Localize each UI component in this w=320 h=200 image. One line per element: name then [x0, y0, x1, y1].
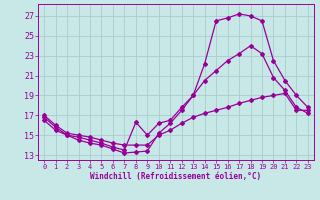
- X-axis label: Windchill (Refroidissement éolien,°C): Windchill (Refroidissement éolien,°C): [91, 172, 261, 181]
